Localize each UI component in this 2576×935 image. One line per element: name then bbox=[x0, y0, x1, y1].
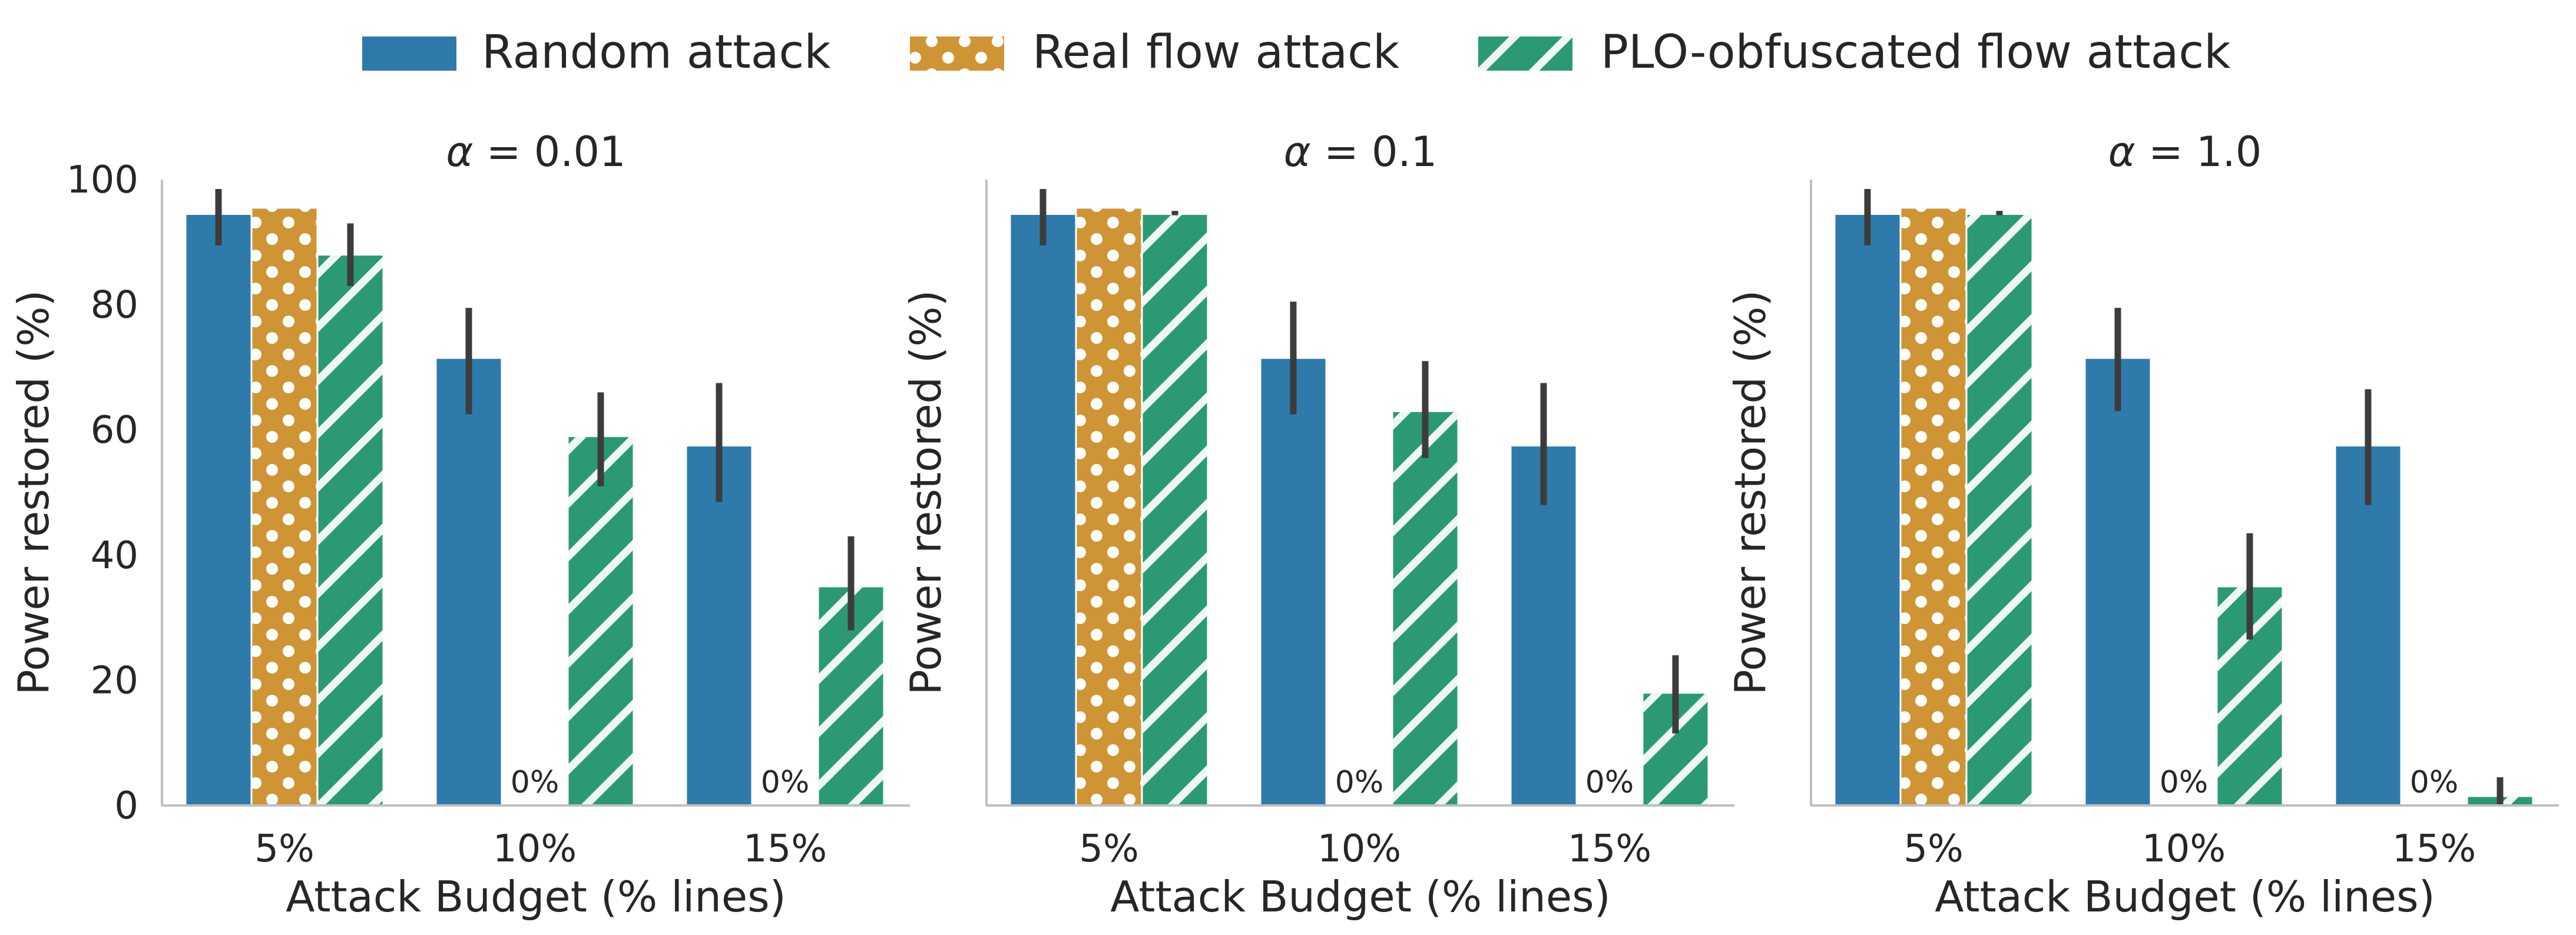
bar-random bbox=[435, 357, 503, 807]
legend-label-random: Random attack bbox=[482, 26, 831, 79]
y-tick-label: 0 bbox=[114, 784, 138, 828]
x-tick-label: 15% bbox=[1568, 827, 1651, 871]
bar-group-15%: 0% bbox=[2334, 389, 2534, 807]
alpha-value: = 0.01 bbox=[474, 128, 626, 176]
panel-alpha-0.01: α = 0.01 0% 0% 0 20 40 60 80 100 5% 10% 15%Attack B… bbox=[9, 128, 910, 921]
bar-plo bbox=[567, 435, 635, 807]
alpha-value: = 1.0 bbox=[2135, 128, 2262, 176]
bar-random bbox=[2084, 357, 2152, 807]
bar-group-10%: 0% bbox=[2084, 307, 2284, 807]
bar-random bbox=[1009, 213, 1077, 807]
dotted-swatch-icon bbox=[910, 37, 1004, 71]
x-tick-label: 10% bbox=[1317, 827, 1401, 871]
x-axis-label: Attack Budget (% lines) bbox=[1110, 872, 1611, 921]
panel-alpha-0.1: α = 0.1 0% 0% 5% 10% 15%Attack Budget (% line… bbox=[901, 128, 1734, 921]
bar-group-15%: 0% bbox=[685, 383, 885, 807]
bar-group-5% bbox=[1009, 188, 1209, 807]
zero-value-label: 0% bbox=[2160, 765, 2209, 800]
x-tick-label: 10% bbox=[2142, 827, 2226, 871]
x-tick-label: 5% bbox=[1903, 827, 1964, 871]
panel-title: α = 0.01 bbox=[446, 128, 625, 176]
bar-random bbox=[184, 213, 253, 807]
x-tick-label: 15% bbox=[2392, 827, 2476, 871]
bar-real bbox=[1899, 207, 1968, 807]
x-tick-label: 5% bbox=[1079, 827, 1139, 871]
bar-plo bbox=[1141, 213, 1209, 807]
bar-group-10%: 0% bbox=[435, 307, 635, 807]
bar-plo bbox=[1965, 213, 2034, 807]
legend-item-plo: PLO-obfuscated flow attack bbox=[1478, 26, 2230, 79]
y-tick-label: 60 bbox=[91, 409, 138, 452]
zero-value-label: 0% bbox=[761, 765, 810, 800]
bar-plo bbox=[1391, 410, 1459, 807]
y-tick-label: 20 bbox=[91, 659, 138, 702]
zero-value-label: 0% bbox=[1335, 765, 1384, 800]
bar-real bbox=[1075, 207, 1143, 807]
x-tick-label: 5% bbox=[254, 827, 314, 871]
panel-alpha-1.0: α = 1.0 0% 0% 5% 10% 15%Attack Budget (% line… bbox=[1726, 128, 2559, 921]
y-axis-label: Power restored (%) bbox=[1726, 290, 1775, 695]
x-tick-label: 10% bbox=[493, 827, 577, 871]
bar-plo bbox=[316, 254, 385, 807]
bar-random bbox=[1259, 357, 1327, 807]
legend-item-real: Real flow attack bbox=[910, 26, 1399, 79]
bar-group-10%: 0% bbox=[1259, 301, 1459, 807]
legend-label-real: Real flow attack bbox=[1032, 26, 1399, 79]
x-axis-label: Attack Budget (% lines) bbox=[286, 872, 786, 921]
striped-swatch-icon bbox=[1478, 37, 1572, 71]
solid-swatch-icon bbox=[362, 37, 456, 71]
alpha-value: = 0.1 bbox=[1311, 128, 1437, 176]
y-tick-label: 100 bbox=[67, 158, 138, 202]
panel-title: α = 0.1 bbox=[1284, 128, 1438, 176]
y-axis-label: Power restored (%) bbox=[901, 290, 951, 695]
y-tick-label: 80 bbox=[91, 284, 138, 327]
bar-group-5% bbox=[184, 188, 385, 807]
alpha-symbol: α bbox=[1284, 128, 1311, 176]
bar-group-15%: 0% bbox=[1509, 383, 1710, 807]
alpha-symbol: α bbox=[2108, 128, 2135, 176]
x-tick-label: 15% bbox=[743, 827, 827, 871]
x-axis-label: Attack Budget (% lines) bbox=[1935, 872, 2435, 921]
bar-random bbox=[685, 445, 753, 807]
zero-value-label: 0% bbox=[1585, 765, 1634, 800]
legend-item-random: Random attack bbox=[362, 26, 831, 79]
bar-real bbox=[250, 207, 319, 807]
zero-value-label: 0% bbox=[2410, 765, 2459, 800]
alpha-symbol: α bbox=[446, 128, 473, 176]
bar-random bbox=[1833, 213, 1902, 807]
y-tick-label: 40 bbox=[91, 534, 138, 578]
legend: Random attack Real flow attack PLO-obfus… bbox=[362, 26, 2230, 79]
panel-title: α = 1.0 bbox=[2108, 128, 2262, 176]
zero-value-label: 0% bbox=[511, 765, 559, 800]
bar-group-5% bbox=[1833, 188, 2034, 807]
legend-label-plo: PLO-obfuscated flow attack bbox=[1601, 26, 2230, 79]
y-axis-label: Power restored (%) bbox=[9, 290, 58, 695]
